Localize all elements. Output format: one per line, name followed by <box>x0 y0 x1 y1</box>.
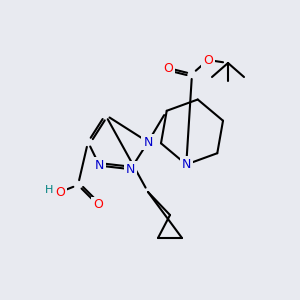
Text: O: O <box>163 61 173 74</box>
Text: O: O <box>93 199 103 212</box>
Text: N: N <box>182 158 191 171</box>
Text: O: O <box>203 53 213 67</box>
Text: O: O <box>55 185 65 199</box>
Text: H: H <box>45 185 53 195</box>
Text: N: N <box>95 159 104 172</box>
Text: N: N <box>126 163 135 176</box>
Text: N: N <box>143 136 153 148</box>
